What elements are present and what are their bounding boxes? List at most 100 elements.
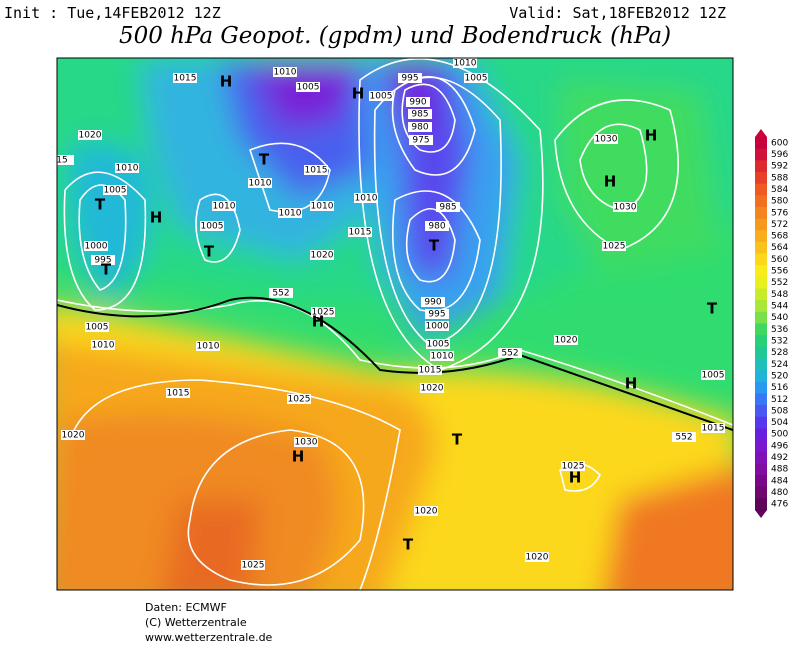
colorbar-swatch bbox=[755, 253, 767, 266]
colorbar-swatch bbox=[755, 440, 767, 453]
isobar-label: 990 bbox=[424, 298, 441, 308]
pressure-center: H bbox=[604, 173, 617, 191]
label-box bbox=[554, 335, 578, 345]
colorbar-label: 504 bbox=[771, 418, 788, 428]
colorbar-label: 584 bbox=[771, 185, 788, 195]
colorbar-label: 588 bbox=[771, 173, 788, 183]
colorbar-swatch bbox=[755, 335, 767, 348]
colorbar-label: 488 bbox=[771, 465, 788, 475]
isobar-label: 1005 bbox=[297, 83, 320, 93]
isobar-label: 1005 bbox=[104, 186, 127, 196]
label-box bbox=[426, 339, 450, 349]
isobar-label: 1010 bbox=[197, 342, 220, 352]
isobar-label: 1020 bbox=[62, 431, 85, 441]
isobar-label: 1020 bbox=[555, 336, 578, 346]
colorbar-arrow-top bbox=[755, 129, 767, 137]
isobar-label: 1005 bbox=[427, 340, 450, 350]
isobar-label: 1010 bbox=[274, 68, 297, 78]
label-box bbox=[408, 109, 432, 119]
isobar-label: 1005 bbox=[201, 222, 224, 232]
label-box bbox=[241, 560, 265, 570]
colorbar-label: 496 bbox=[771, 441, 788, 451]
isobar-label: 995 bbox=[401, 74, 418, 84]
552-contour bbox=[57, 296, 733, 431]
colorbar-swatch bbox=[755, 148, 767, 161]
label-box bbox=[196, 341, 220, 351]
pressure-center: H bbox=[645, 127, 658, 145]
isobar-label: 552 bbox=[501, 349, 518, 359]
label-box bbox=[464, 73, 488, 83]
label-box bbox=[425, 221, 449, 231]
colorbar-swatch bbox=[755, 428, 767, 441]
colorbar-swatch bbox=[755, 230, 767, 243]
colorbar-swatch bbox=[755, 311, 767, 324]
colorbar-label: 528 bbox=[771, 348, 788, 358]
colorbar-label: 540 bbox=[771, 313, 788, 323]
isobar-label: 1005 bbox=[465, 74, 488, 84]
map-title: 500 hPa Geopot. (gpdm) und Bodendruck (h… bbox=[119, 23, 671, 49]
label-box bbox=[61, 430, 85, 440]
isobar-label: 995 bbox=[428, 310, 445, 320]
colorbar-label: 484 bbox=[771, 476, 788, 486]
colorbar-label: 548 bbox=[771, 290, 788, 300]
label-box bbox=[430, 351, 454, 361]
isobar-label: 1025 bbox=[242, 561, 265, 571]
url-text: www.wetterzentrale.de bbox=[145, 631, 273, 644]
colorbar-label: 492 bbox=[771, 453, 788, 463]
map-frame bbox=[56, 57, 734, 591]
colorbar-swatch bbox=[755, 346, 767, 359]
label-box bbox=[294, 437, 318, 447]
isobar-label: 552 bbox=[272, 289, 289, 299]
label-box bbox=[414, 506, 438, 516]
colorbar-swatch bbox=[755, 265, 767, 278]
isobar-label: 1030 bbox=[295, 438, 318, 448]
pressure-center: H bbox=[220, 73, 233, 91]
label-box bbox=[200, 221, 224, 231]
pressure-center: H bbox=[625, 375, 638, 393]
label-box bbox=[425, 309, 449, 319]
colorbar-label: 508 bbox=[771, 406, 788, 416]
colorbar-swatch bbox=[755, 486, 767, 499]
colorbar-swatch bbox=[755, 463, 767, 476]
isobar-label: 1015 bbox=[167, 389, 190, 399]
colorbar-swatch bbox=[755, 300, 767, 313]
label-box bbox=[91, 255, 115, 265]
isobar-label: 1010 bbox=[116, 164, 139, 174]
label-box bbox=[418, 365, 442, 375]
pressure-center: H bbox=[292, 448, 305, 466]
colorbar-label: 552 bbox=[771, 278, 788, 288]
isobar-label: 1005 bbox=[86, 323, 109, 333]
label-box bbox=[348, 227, 372, 237]
colorbar-label: 600 bbox=[771, 138, 788, 148]
isobar-label: 980 bbox=[411, 123, 428, 133]
colorbar-label: 520 bbox=[771, 371, 788, 381]
label-box bbox=[701, 423, 725, 433]
isobar-label: 1015 bbox=[349, 228, 372, 238]
isobar-label: 1010 bbox=[431, 352, 454, 362]
colorbar-label: 536 bbox=[771, 325, 788, 335]
isobar-label: 995 bbox=[94, 256, 111, 266]
colorbar-arrow-bottom bbox=[755, 510, 767, 518]
isobar-label: 1025 bbox=[312, 308, 335, 318]
colorbar-label: 592 bbox=[771, 162, 788, 172]
label-box bbox=[354, 193, 378, 203]
isobar-label: 552 bbox=[675, 433, 692, 443]
isobar-label: 1030 bbox=[614, 203, 637, 213]
isobar-label: 1000 bbox=[85, 242, 108, 252]
pressure-center: H bbox=[150, 209, 163, 227]
isobar-label: 1015 bbox=[419, 366, 442, 376]
colorbar-label: 524 bbox=[771, 360, 788, 370]
isobar-label: 1010 bbox=[355, 194, 378, 204]
pressure-center: T bbox=[452, 431, 463, 449]
colorbar-swatch bbox=[755, 358, 767, 371]
isobar-label: 15 bbox=[56, 156, 67, 166]
isobar-label: 1020 bbox=[311, 251, 334, 261]
colorbar-swatch bbox=[755, 276, 767, 290]
label-box bbox=[525, 552, 549, 562]
label-box bbox=[310, 250, 334, 260]
colorbar-swatch bbox=[755, 498, 767, 511]
label-box bbox=[248, 178, 272, 188]
label-box bbox=[304, 165, 328, 175]
isobar-label: 1015 bbox=[305, 166, 328, 176]
